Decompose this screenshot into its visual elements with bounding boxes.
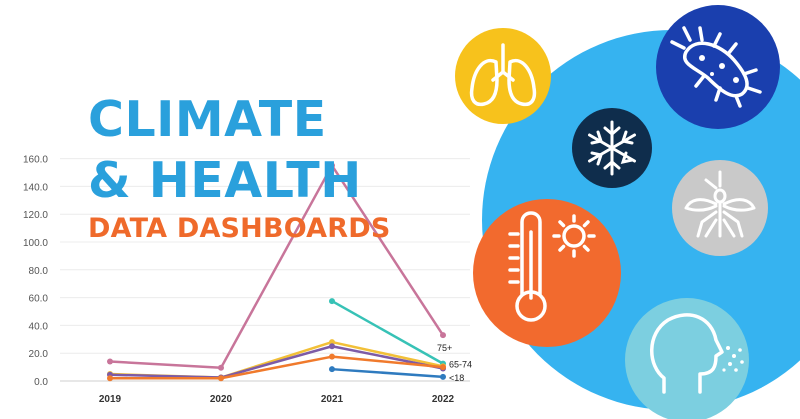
headline-health: & HEALTH [88,152,362,209]
y-tick-label: 140.0 [23,182,48,193]
data-point [440,332,446,339]
y-axis: 0.0 20.0 40.0 60.0 80.0 100.0 120.0 140.0 160.0 [23,155,48,388]
series-end-label: <18 [449,373,464,383]
x-axis: 2019 2020 2021 2022 [99,394,455,405]
data-point [107,375,113,382]
x-tick-label: 2019 [99,394,122,405]
chart-grid [60,158,470,382]
series-line [110,355,444,380]
data-point [329,366,335,373]
series-line [109,164,445,370]
chart-series [107,162,446,382]
y-tick-label: 80.0 [29,266,49,277]
y-tick-label: 0.0 [34,377,48,388]
series-line [331,367,444,379]
series-end-label: 75+ [437,343,452,353]
y-tick-label: 120.0 [23,210,48,221]
lungs-icon [455,28,551,124]
x-tick-label: 2021 [321,394,344,405]
series-line [331,299,444,365]
y-tick-label: 160.0 [23,155,48,166]
bacteria-icon [656,5,780,129]
y-tick-label: 100.0 [23,238,48,249]
data-point [329,162,335,169]
y-tick-label: 60.0 [29,294,49,305]
series-line [109,345,444,379]
headline-climate: CLIMATE [88,91,327,148]
headline-data-dashboards: DATA DASHBOARDS [88,213,391,244]
data-point [218,375,224,382]
series-labels: 75+ 65-74 <18 [437,343,472,383]
x-tick-label: 2020 [210,394,233,405]
x-tick-label: 2022 [432,394,455,405]
series-end-label: 65-74 [449,360,472,370]
data-point [329,353,335,360]
y-tick-label: 40.0 [29,321,49,332]
thermometer-sun-icon [473,199,621,347]
data-point [329,343,335,350]
mosquito-icon [672,160,768,256]
snowflake-icon [572,108,652,188]
data-point [329,339,335,346]
head-breathing-icon [625,298,749,419]
data-point [107,358,113,365]
y-tick-label: 20.0 [29,349,49,360]
data-point [329,298,335,305]
data-point [440,364,446,371]
data-point [218,364,224,371]
data-point [440,373,446,380]
